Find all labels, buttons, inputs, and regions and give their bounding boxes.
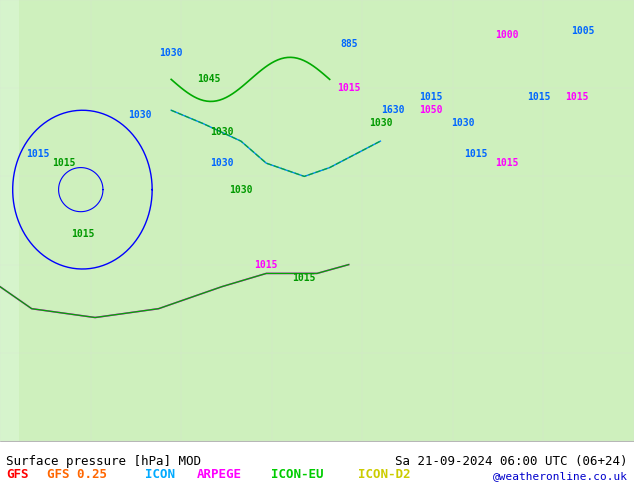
Text: 1045: 1045: [197, 74, 221, 84]
Text: GFS 0.25: GFS 0.25: [47, 468, 107, 481]
Text: 1015: 1015: [337, 83, 361, 93]
Text: Surface pressure [hPa] MOD: Surface pressure [hPa] MOD: [6, 455, 202, 468]
Text: 1015: 1015: [565, 92, 589, 102]
Text: 1015: 1015: [292, 273, 316, 283]
Text: ICON-D2: ICON-D2: [358, 468, 410, 481]
Text: 1015: 1015: [527, 92, 551, 102]
Text: 1015: 1015: [495, 158, 519, 168]
Text: 1030: 1030: [210, 158, 234, 168]
Text: 1030: 1030: [368, 119, 392, 128]
Text: 1050: 1050: [419, 105, 443, 115]
Text: 1015: 1015: [254, 260, 278, 270]
FancyBboxPatch shape: [0, 0, 634, 441]
Text: 1005: 1005: [571, 26, 595, 36]
Text: 1030: 1030: [210, 127, 234, 137]
Text: 1030: 1030: [451, 119, 475, 128]
Text: ICON-EU: ICON-EU: [271, 468, 324, 481]
Text: GFS: GFS: [6, 468, 29, 481]
Text: 1015: 1015: [51, 158, 75, 168]
Text: ARPEGE: ARPEGE: [197, 468, 242, 481]
Text: Sa 21-09-2024 06:00 UTC (06+24): Sa 21-09-2024 06:00 UTC (06+24): [395, 455, 628, 468]
Text: 1630: 1630: [381, 105, 405, 115]
Text: 1015: 1015: [26, 149, 50, 159]
Text: 1000: 1000: [495, 30, 519, 40]
Text: 1030: 1030: [229, 185, 253, 195]
Text: 1015: 1015: [419, 92, 443, 102]
Text: 885: 885: [340, 39, 358, 49]
Text: 1015: 1015: [70, 229, 94, 239]
Text: ICON: ICON: [145, 468, 174, 481]
Text: @weatheronline.co.uk: @weatheronline.co.uk: [493, 471, 628, 481]
Text: 1015: 1015: [463, 149, 488, 159]
Text: 1030: 1030: [159, 48, 183, 58]
Text: 1030: 1030: [127, 110, 152, 120]
FancyBboxPatch shape: [19, 0, 634, 490]
